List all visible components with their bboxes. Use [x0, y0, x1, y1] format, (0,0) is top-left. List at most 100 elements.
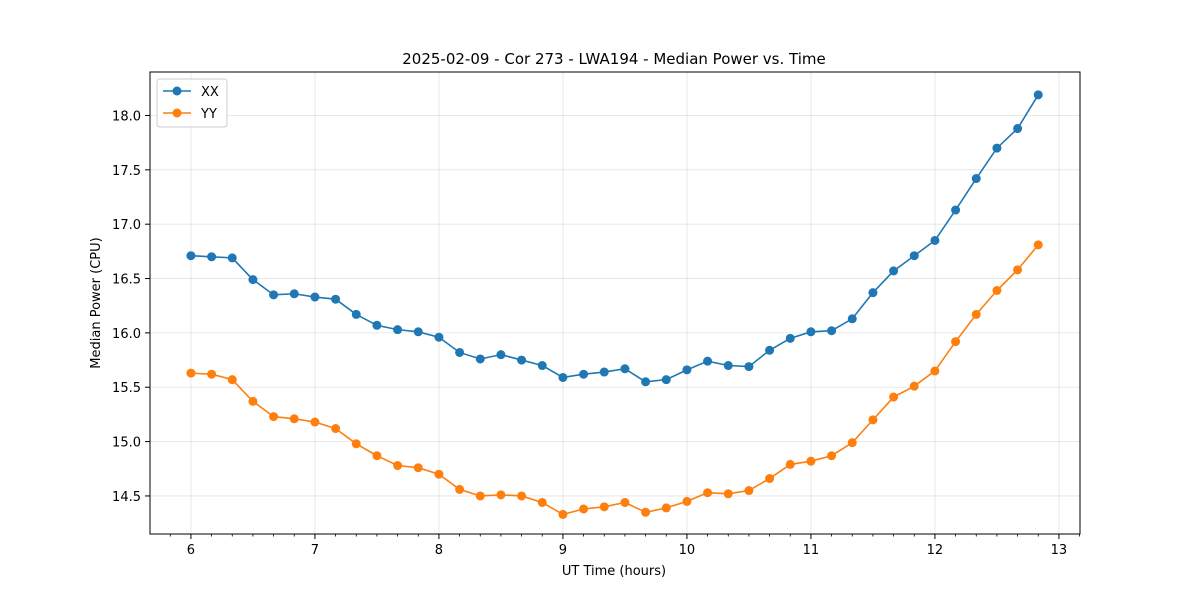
- data-point-xx: [930, 235, 940, 245]
- x-tick-label: 7: [311, 543, 319, 558]
- legend: XX YY: [156, 78, 228, 128]
- data-point-yy: [537, 497, 547, 507]
- data-point-xx: [1013, 124, 1023, 134]
- data-point-xx: [765, 345, 775, 355]
- y-tick-label: 15.5: [112, 381, 141, 396]
- data-point-yy: [785, 459, 795, 469]
- data-point-xx: [806, 327, 816, 337]
- data-point-yy: [207, 369, 217, 379]
- data-point-yy: [413, 463, 423, 473]
- data-point-yy: [661, 503, 671, 513]
- data-point-xx: [599, 367, 609, 377]
- data-point-yy: [227, 375, 237, 385]
- data-point-xx: [331, 294, 341, 304]
- data-point-yy: [992, 285, 1002, 295]
- data-point-yy: [558, 509, 568, 519]
- legend-label-yy: YY: [200, 107, 217, 122]
- y-axis: 14.5 15.0 15.5 16.0 16.5 17.0 17.5 18.0: [112, 109, 150, 505]
- data-point-xx: [475, 354, 485, 364]
- data-point-yy: [310, 417, 320, 427]
- data-point-xx: [496, 350, 506, 360]
- data-point-yy: [434, 469, 444, 479]
- data-point-yy: [827, 451, 837, 461]
- data-point-xx: [517, 355, 527, 365]
- data-point-xx: [889, 266, 899, 276]
- x-tick-label: 8: [435, 543, 443, 558]
- data-point-yy: [269, 412, 279, 422]
- data-point-yy: [248, 396, 258, 406]
- data-point-xx: [289, 289, 299, 299]
- data-point-yy: [496, 490, 506, 500]
- data-point-xx: [1033, 90, 1043, 100]
- data-point-yy: [744, 486, 754, 496]
- data-point-xx: [207, 252, 217, 262]
- y-tick-label: 16.5: [112, 273, 141, 288]
- data-point-xx: [827, 326, 837, 336]
- data-point-xx: [372, 320, 382, 330]
- x-tick-label: 11: [803, 543, 820, 558]
- data-point-yy: [682, 496, 692, 506]
- data-point-yy: [475, 491, 485, 501]
- data-point-xx: [413, 327, 423, 337]
- x-tick-label: 13: [1051, 543, 1068, 558]
- data-point-yy: [641, 507, 651, 517]
- data-point-yy: [351, 439, 361, 449]
- data-point-xx: [620, 364, 630, 374]
- data-point-xx: [248, 275, 258, 285]
- data-point-yy: [372, 451, 382, 461]
- data-point-yy: [517, 491, 527, 501]
- data-point-xx: [971, 174, 981, 184]
- data-point-xx: [227, 253, 237, 263]
- data-point-xx: [641, 377, 651, 387]
- data-point-yy: [1013, 265, 1023, 275]
- y-tick-label: 16.0: [112, 327, 141, 342]
- data-point-xx: [393, 325, 403, 335]
- data-point-yy: [868, 415, 878, 425]
- data-point-xx: [868, 288, 878, 298]
- data-point-yy: [289, 414, 299, 424]
- data-point-yy: [847, 438, 857, 448]
- data-point-yy: [1033, 240, 1043, 250]
- data-point-yy: [765, 474, 775, 484]
- data-point-yy: [331, 424, 341, 434]
- data-point-xx: [847, 314, 857, 324]
- data-point-xx: [269, 290, 279, 300]
- legend-marker-xx: [172, 86, 182, 96]
- data-point-yy: [909, 381, 919, 391]
- y-axis-label: Median Power (CPU): [89, 237, 104, 368]
- data-point-yy: [393, 461, 403, 471]
- data-point-xx: [703, 356, 713, 366]
- data-point-xx: [558, 372, 568, 382]
- data-point-yy: [723, 489, 733, 499]
- data-point-yy: [971, 309, 981, 319]
- data-point-yy: [620, 497, 630, 507]
- data-point-xx: [992, 143, 1002, 153]
- plot-frame: [149, 71, 1081, 535]
- data-point-xx: [785, 333, 795, 343]
- data-point-yy: [930, 366, 940, 376]
- y-tick-label: 18.0: [112, 109, 141, 124]
- data-point-yy: [186, 368, 196, 378]
- x-tick-label: 9: [559, 543, 567, 558]
- x-tick-label: 12: [927, 543, 944, 558]
- data-point-xx: [723, 361, 733, 371]
- series-layer: [186, 90, 1043, 519]
- data-point-xx: [434, 332, 444, 342]
- data-point-yy: [599, 502, 609, 512]
- data-point-xx: [186, 251, 196, 261]
- data-point-xx: [579, 369, 589, 379]
- legend-label-xx: XX: [201, 85, 219, 100]
- data-point-yy: [951, 337, 961, 347]
- y-tick-label: 17.5: [112, 164, 141, 179]
- data-point-xx: [537, 361, 547, 371]
- y-tick-label: 17.0: [112, 218, 141, 233]
- y-tick-label: 14.5: [112, 490, 141, 505]
- data-point-yy: [455, 484, 465, 494]
- data-point-yy: [703, 488, 713, 498]
- data-point-xx: [682, 365, 692, 375]
- data-point-xx: [351, 309, 361, 319]
- data-point-xx: [744, 362, 754, 372]
- legend-marker-yy: [172, 108, 182, 118]
- data-point-yy: [806, 456, 816, 466]
